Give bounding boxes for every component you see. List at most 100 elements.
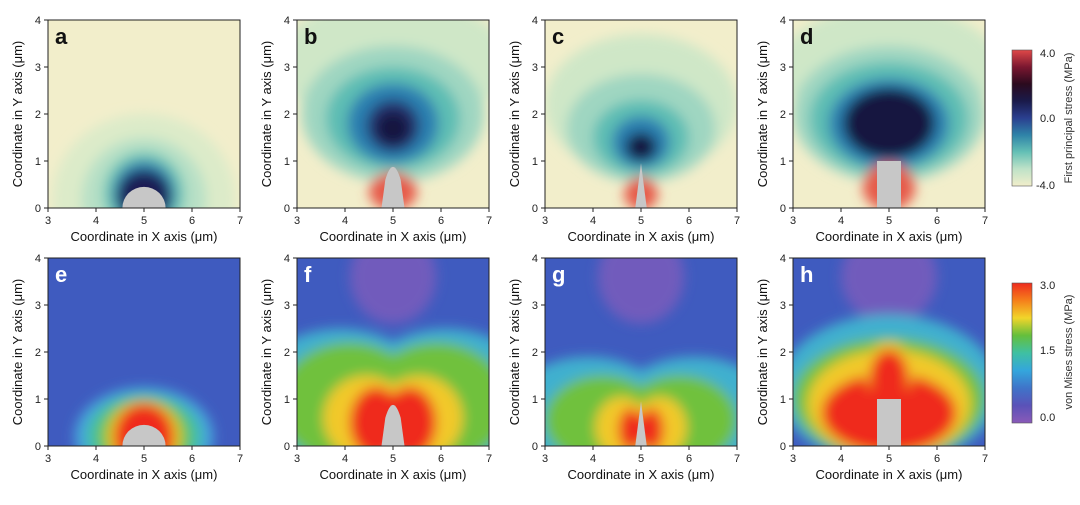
- panels: 3 4 5 6 7 0 1 2 3 4 Coordinate in X axis (μm) Coord…: [10, 15, 988, 482]
- x-tick-label-a-3: 6: [189, 215, 195, 227]
- stress-field-h: [793, 258, 985, 446]
- panel-f: 3 4 5 6 7 0 1 2 3 4 Coordinate in X axis (μm) Coord…: [259, 253, 492, 482]
- colorbar-first-tick-max: 4.0: [1040, 48, 1055, 60]
- x-axis-label-g: Coordinate in X axis (μm): [568, 467, 715, 482]
- panel-g: 3 4 5 6 7 0 1 2 3 4 Coordinate in X axis (μm) Coord…: [507, 253, 740, 482]
- y-tick-label-d-2: 2: [780, 109, 786, 121]
- panel-h: 3 4 5 6 7 0 1 2 3 4 Coordinate in X axis (μm) Coord…: [755, 253, 988, 482]
- colorbar-second: 3.0 1.5 0.0 von Mises stress (MPa): [1011, 280, 1075, 424]
- y-tick-label-c-0: 0: [532, 203, 538, 215]
- colorbar-first-gradient: [1011, 49, 1033, 187]
- x-tick-label-h-3: 6: [934, 453, 940, 465]
- y-tick-label-g-1: 1: [532, 394, 538, 406]
- panel-d: 3 4 5 6 7 0 1 2 3 4 Coordinate in X axis (μm) Coord…: [755, 15, 988, 244]
- colorbar-second-tick-min: 0.0: [1040, 412, 1055, 424]
- y-tick-label-d-3: 3: [780, 62, 786, 74]
- y-tick-label-h-1: 1: [780, 394, 786, 406]
- y-tick-label-e-2: 2: [35, 347, 41, 359]
- x-tick-label-g-1: 4: [590, 453, 596, 465]
- panel-letter-d: d: [800, 24, 813, 49]
- x-tick-label-c-4: 7: [734, 215, 740, 227]
- x-tick-label-e-1: 4: [93, 453, 99, 465]
- y-axis-label-g: Coordinate in Y axis (μm): [507, 279, 522, 425]
- y-tick-label-c-4: 4: [532, 15, 538, 27]
- y-tick-label-a-1: 1: [35, 156, 41, 168]
- inclusion-pillar-h: [877, 399, 901, 446]
- y-tick-label-e-1: 1: [35, 394, 41, 406]
- y-tick-label-h-0: 0: [780, 441, 786, 453]
- plot-area-c: [545, 20, 737, 208]
- y-tick-label-a-3: 3: [35, 62, 41, 74]
- colorbar-first: 4.0 0.0 -4.0 First principal stress (MPa…: [1011, 48, 1075, 192]
- stress-field-g: [545, 258, 737, 446]
- plot-area-e: [48, 258, 240, 446]
- x-axis-label-a: Coordinate in X axis (μm): [71, 229, 218, 244]
- stress-field-b: [297, 20, 489, 208]
- stress-contour-h-6: [869, 349, 909, 407]
- x-tick-label-h-1: 4: [838, 453, 844, 465]
- x-axis-label-h: Coordinate in X axis (μm): [816, 467, 963, 482]
- x-tick-label-c-1: 4: [590, 215, 596, 227]
- x-tick-label-g-0: 3: [542, 453, 548, 465]
- x-tick-label-b-2: 5: [390, 215, 396, 227]
- y-tick-label-f-3: 3: [284, 300, 290, 312]
- y-tick-label-b-2: 2: [284, 109, 290, 121]
- stress-contour-c-4: [625, 132, 657, 161]
- colorbar-second-tick-mid: 1.5: [1040, 345, 1055, 357]
- stress-contour-b-5: [376, 111, 410, 145]
- y-axis-label-e: Coordinate in Y axis (μm): [10, 279, 25, 425]
- x-tick-label-f-2: 5: [390, 453, 396, 465]
- x-axis-label-b: Coordinate in X axis (μm): [320, 229, 467, 244]
- x-tick-label-f-3: 6: [438, 453, 444, 465]
- x-axis-label-e: Coordinate in X axis (μm): [71, 467, 218, 482]
- stress-field-c: [545, 34, 737, 208]
- x-tick-label-a-1: 4: [93, 215, 99, 227]
- panel-e: 3 4 5 6 7 0 1 2 3 4 Coordinate in X axis (μm) Coord…: [10, 253, 243, 482]
- colorbar-first-tick-mid: 0.0: [1040, 113, 1055, 125]
- panel-letter-e: e: [55, 262, 67, 287]
- y-axis-label-b: Coordinate in Y axis (μm): [259, 41, 274, 187]
- y-tick-label-c-2: 2: [532, 109, 538, 121]
- y-axis-label-c: Coordinate in Y axis (μm): [507, 41, 522, 187]
- y-tick-label-b-1: 1: [284, 156, 290, 168]
- x-tick-label-a-4: 7: [237, 215, 243, 227]
- colorbar-first-label: First principal stress (MPa): [1063, 53, 1075, 184]
- panel-letter-b: b: [304, 24, 317, 49]
- y-tick-label-f-1: 1: [284, 394, 290, 406]
- x-axis-label-c: Coordinate in X axis (μm): [568, 229, 715, 244]
- inclusion-cone-f: [381, 404, 405, 446]
- y-tick-label-a-0: 0: [35, 203, 41, 215]
- x-tick-label-e-0: 3: [45, 453, 51, 465]
- inclusion-cone-b: [381, 166, 405, 208]
- y-tick-label-b-0: 0: [284, 203, 290, 215]
- colorbar-second-label: von Mises stress (MPa): [1063, 295, 1075, 410]
- x-tick-label-b-0: 3: [294, 215, 300, 227]
- x-tick-label-f-0: 3: [294, 453, 300, 465]
- x-tick-label-h-2: 5: [886, 453, 892, 465]
- plot-area-d: [793, 20, 985, 208]
- x-tick-label-f-1: 4: [342, 453, 348, 465]
- x-tick-label-c-2: 5: [638, 215, 644, 227]
- plot-area-g: [545, 258, 737, 446]
- colorbar-second-tick-max: 3.0: [1040, 280, 1055, 292]
- plot-area-b: [297, 20, 489, 208]
- panel-letter-h: h: [800, 262, 813, 287]
- x-tick-label-c-3: 6: [686, 215, 692, 227]
- y-tick-label-c-1: 1: [532, 156, 538, 168]
- x-tick-label-h-4: 7: [982, 453, 988, 465]
- y-tick-label-g-2: 2: [532, 347, 538, 359]
- y-tick-label-e-3: 3: [35, 300, 41, 312]
- y-tick-label-d-4: 4: [780, 15, 786, 27]
- stress-contour-f-0: [349, 258, 437, 324]
- y-tick-label-c-3: 3: [532, 62, 538, 74]
- x-axis-label-d: Coordinate in X axis (μm): [816, 229, 963, 244]
- y-axis-label-f: Coordinate in Y axis (μm): [259, 279, 274, 425]
- x-tick-label-d-4: 7: [982, 215, 988, 227]
- x-axis-label-f: Coordinate in X axis (μm): [320, 467, 467, 482]
- y-axis-label-h: Coordinate in Y axis (μm): [755, 279, 770, 425]
- inclusion-needle-g: [635, 401, 647, 446]
- panel-letter-c: c: [552, 24, 564, 49]
- x-tick-label-f-4: 7: [486, 453, 492, 465]
- inclusion-circle-e: [122, 424, 166, 446]
